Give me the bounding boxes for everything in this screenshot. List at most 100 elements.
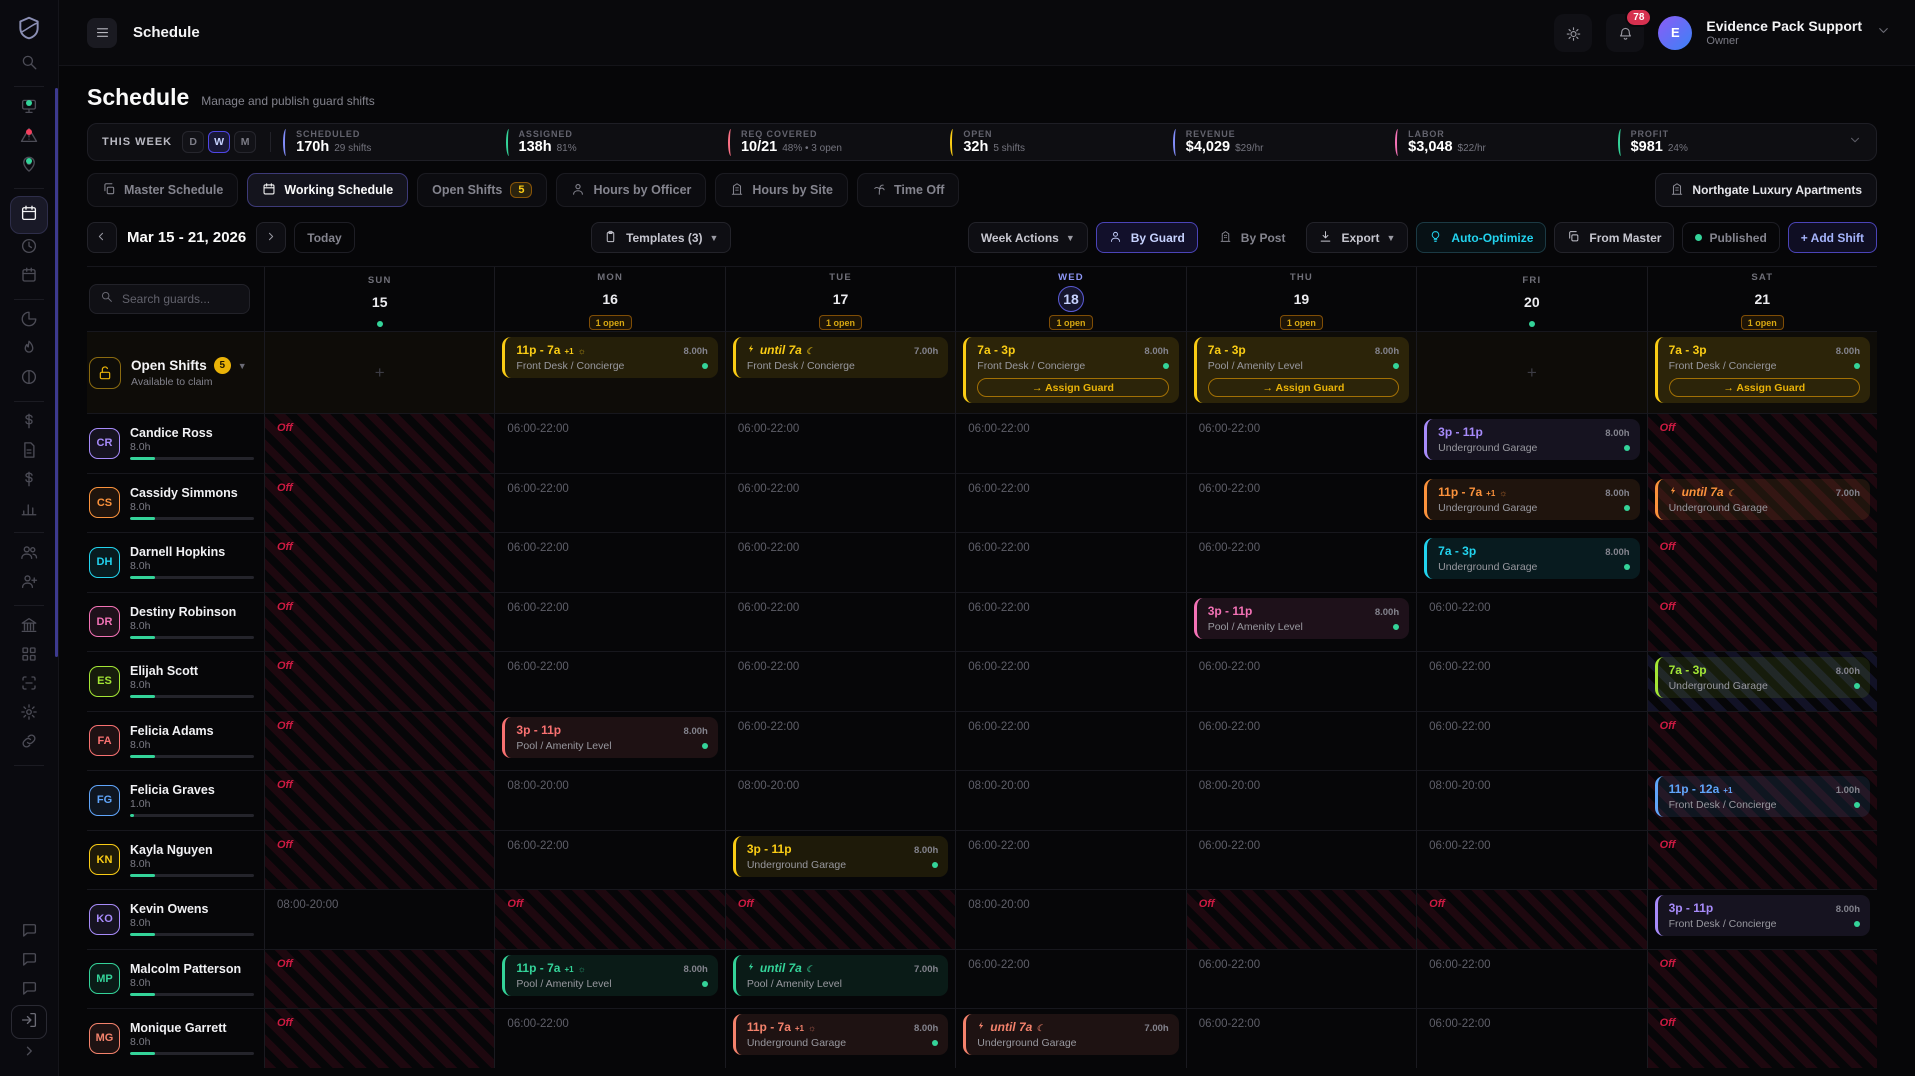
schedule-cell[interactable]: Off [264,1008,495,1068]
schedule-cell[interactable]: 06:00-22:00 [494,472,725,532]
schedule-cell[interactable]: 06:00-22:00 [1185,948,1417,1008]
open-shifts-caret[interactable]: ▼ [237,360,247,371]
day-header-sun[interactable]: SUN 15 [264,267,494,331]
open-shift-cell[interactable]: 11p - 7a +1 ☼ 8.00h Front Desk / Concierge [494,331,725,413]
prev-week-button[interactable] [87,222,117,253]
schedule-cell[interactable]: Off [264,770,495,830]
sidebar-item-calendar[interactable] [10,196,48,234]
avatar[interactable]: E [1658,15,1693,50]
assign-guard-button[interactable]: → Assign Guard [1668,378,1860,397]
shift-chip[interactable]: until 7a ☾ 7.00h Underground Garage [963,1014,1179,1055]
tab-hours-by-site[interactable]: Hours by Site [715,173,848,207]
shift-chip[interactable]: 7a - 3p 8.00h Underground Garage [1654,657,1870,698]
schedule-cell[interactable]: 11p - 7a +1 ☼ 8.00h Underground Garage [1416,472,1647,532]
day-header-wed[interactable]: WED 18 1 open [955,267,1185,331]
shift-chip[interactable]: 7a - 3p 8.00h Underground Garage [1424,538,1640,579]
add-shift-cell[interactable]: + [1416,331,1647,413]
schedule-cell[interactable]: 06:00-22:00 [1416,710,1647,770]
tab-hours-by-officer[interactable]: Hours by Officer [556,173,707,207]
schedule-cell[interactable]: 06:00-22:00 [1416,1008,1647,1068]
schedule-cell[interactable]: 06:00-22:00 [955,829,1186,889]
search-input[interactable] [120,291,239,307]
schedule-cell[interactable]: 3p - 11p 8.00h Underground Garage [1416,413,1647,473]
open-shift-cell[interactable]: 7a - 3p 8.00h Pool / Amenity Level → Assign… [1185,331,1417,413]
sidebar-item-chat-3[interactable] [10,976,48,1005]
sidebar-item-alert-triangle[interactable] [10,123,48,152]
theme-toggle-button[interactable] [1554,13,1593,52]
today-button[interactable]: Today [294,222,355,253]
shift-chip[interactable]: 3p - 11p 8.00h Pool / Amenity Level [1193,597,1410,639]
view-mode-w[interactable]: W [208,131,231,153]
sidebar-item-monitor[interactable] [10,94,48,123]
schedule-cell[interactable]: 11p - 12a +1 1.00h Front Desk / Concierge [1646,770,1877,830]
day-header-mon[interactable]: MON 16 1 open [494,267,724,331]
tab-working-schedule[interactable]: Working Schedule [247,173,409,207]
schedule-cell[interactable]: 06:00-22:00 [724,472,956,532]
schedule-cell[interactable]: 06:00-22:00 [1416,591,1647,651]
schedule-cell[interactable]: 06:00-22:00 [1185,1008,1417,1068]
templates-button[interactable]: Templates (3) ▼ [591,222,732,253]
export-button[interactable]: Export ▼ [1306,222,1409,253]
schedule-cell[interactable]: Off [494,889,725,949]
from-master-button[interactable]: From Master [1554,222,1675,253]
schedule-cell[interactable]: 06:00-22:00 [494,651,725,711]
schedule-cell[interactable]: 08:00-20:00 [955,889,1186,949]
sidebar-item-calendar-box[interactable] [10,263,48,292]
schedule-cell[interactable]: 06:00-22:00 [494,532,725,592]
schedule-cell[interactable]: until 7a ☾ 7.00h Underground Garage [1646,472,1877,532]
sidebar-item-dollar[interactable] [10,409,48,438]
schedule-cell[interactable]: Off [1646,710,1877,770]
schedule-cell[interactable]: 06:00-22:00 [1185,829,1417,889]
sidebar-item-contrast[interactable] [10,365,48,394]
stats-collapse-caret[interactable] [1848,133,1862,152]
schedule-cell[interactable]: Off [264,948,495,1008]
open-shift-cell[interactable]: 7a - 3p 8.00h Front Desk / Concierge → Assi… [955,331,1186,413]
shift-chip[interactable]: 7a - 3p 8.00h Pool / Amenity Level → Assign… [1193,337,1410,403]
tab-time-off[interactable]: Time Off [856,173,960,207]
user-menu-caret[interactable] [1876,23,1891,43]
schedule-cell[interactable]: 06:00-22:00 [955,472,1186,532]
by-post-toggle[interactable]: By Post [1206,222,1299,253]
shift-chip[interactable]: 7a - 3p 8.00h Front Desk / Concierge → Assi… [1654,337,1870,403]
open-shift-cell[interactable]: until 7a ☾ 7.00h Front Desk / Concierge [724,331,956,413]
add-shift-cell[interactable]: + [264,331,495,413]
schedule-cell[interactable]: 06:00-22:00 [955,651,1186,711]
schedule-cell[interactable]: Off [264,591,495,651]
view-mode-d[interactable]: D [182,131,205,153]
sidebar-item-chat-1[interactable] [10,918,48,947]
sidebar-item-bar-chart[interactable] [10,496,48,525]
day-header-sat[interactable]: SAT 21 1 open [1646,267,1877,331]
schedule-cell[interactable]: 06:00-22:00 [955,591,1186,651]
schedule-cell[interactable]: 06:00-22:00 [724,532,956,592]
tab-master-schedule[interactable]: Master Schedule [87,173,239,207]
schedule-cell[interactable]: 06:00-22:00 [1185,472,1417,532]
schedule-cell[interactable]: 06:00-22:00 [724,710,956,770]
sidebar-item-scan[interactable] [10,671,48,700]
view-mode-m[interactable]: M [234,131,257,153]
schedule-cell[interactable]: Off [264,413,495,473]
sidebar-scrollbar[interactable] [55,88,58,657]
sidebar-item-users[interactable] [10,540,48,569]
schedule-cell[interactable]: 08:00-20:00 [1416,770,1647,830]
sidebar-item-bank[interactable] [10,613,48,642]
schedule-cell[interactable]: 06:00-22:00 [1416,948,1647,1008]
sidebar-item-download-nav[interactable] [10,773,48,802]
sidebar-item-clock[interactable] [10,234,48,263]
schedule-cell[interactable]: 08:00-20:00 [264,889,495,949]
schedule-cell[interactable]: 7a - 3p 8.00h Underground Garage [1646,651,1877,711]
sidebar-item-dollar-2[interactable] [10,467,48,496]
next-week-button[interactable] [256,222,287,253]
day-header-thu[interactable]: THU 19 1 open [1185,267,1416,331]
schedule-cell[interactable]: 06:00-22:00 [955,413,1186,473]
schedule-cell[interactable]: Off [1646,829,1877,889]
shift-chip[interactable]: 11p - 12a +1 1.00h Front Desk / Concierge [1654,776,1870,817]
schedule-cell[interactable]: Off [1646,948,1877,1008]
schedule-cell[interactable]: 06:00-22:00 [724,413,956,473]
schedule-cell[interactable]: 3p - 11p 8.00h Underground Garage [724,829,956,889]
shift-chip[interactable]: 11p - 7a +1 ☼ 8.00h Underground Garage [732,1014,949,1055]
schedule-cell[interactable]: 08:00-20:00 [494,770,725,830]
shift-chip[interactable]: 11p - 7a +1 ☼ 8.00h Pool / Amenity Level [502,954,718,996]
schedule-cell[interactable]: Off [264,532,495,592]
schedule-cell[interactable]: Off [724,889,956,949]
shift-chip[interactable]: until 7a ☾ 7.00h Front Desk / Concierge [732,337,949,378]
